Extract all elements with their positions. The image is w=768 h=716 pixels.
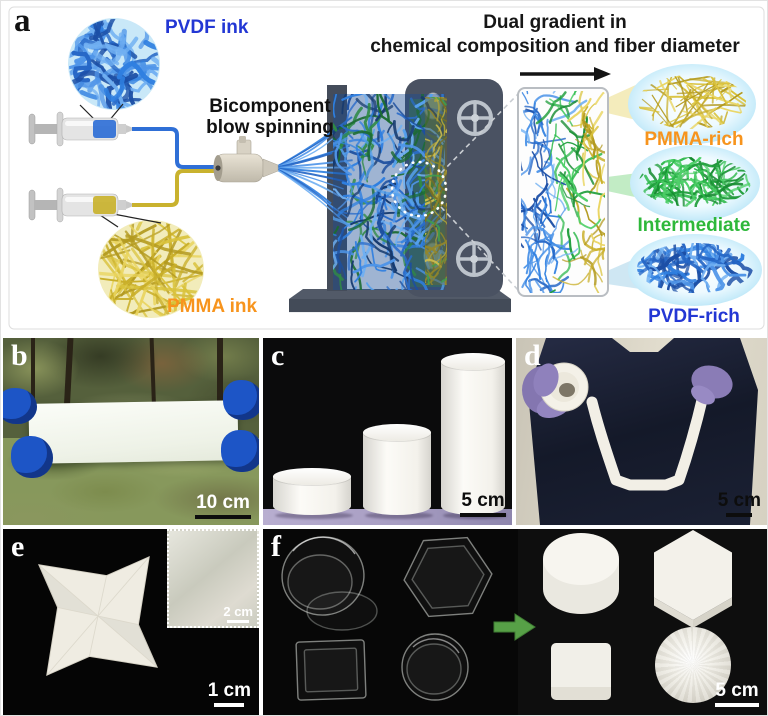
pvdf-tube xyxy=(132,127,217,169)
pvdf-ink-circle xyxy=(68,18,160,110)
panel-f-scalebar: 5 cm xyxy=(715,681,759,707)
title-line-2: chemical composition and fiber diameter xyxy=(370,36,740,57)
zoom-links xyxy=(390,92,520,292)
process-label: Bicomponent blow spinning xyxy=(185,96,355,138)
molding-arrow xyxy=(493,613,536,641)
blue-glove xyxy=(11,436,53,478)
panel-c-photo: c 5 cm xyxy=(263,338,512,525)
gradient-inset-box xyxy=(517,87,609,297)
scale-text: 5 cm xyxy=(461,490,505,511)
spinning-nozzle xyxy=(213,136,279,183)
panel-f-photo: f 5 cm xyxy=(263,529,767,715)
scale-text: 5 cm xyxy=(715,680,759,701)
gradient-direction-arrow xyxy=(520,67,611,81)
panel-d-photo: d 5 cm xyxy=(516,338,767,525)
white-square-edge xyxy=(551,687,611,700)
fiber-cylinder-medium xyxy=(363,424,431,515)
inset-scalebar: 2 cm xyxy=(223,605,253,623)
round-mold-tilted xyxy=(281,536,378,631)
fiber-mat xyxy=(333,94,447,290)
layer-label-pvdf-rich: PVDF-rich xyxy=(648,306,740,327)
tree-trunk xyxy=(31,338,35,408)
process-line-1: Bicomponent xyxy=(209,96,331,117)
cylinder-shadow xyxy=(275,512,353,519)
origami-pinwheel xyxy=(37,555,159,677)
scale-text: 5 cm xyxy=(717,490,761,511)
process-line-2: blow spinning xyxy=(206,117,334,138)
panel-a-illustration xyxy=(8,6,765,330)
panel-d-label: d xyxy=(524,339,541,372)
panel-a-label: a xyxy=(14,3,31,39)
pvdf-ink-label: PVDF ink xyxy=(165,17,249,38)
scale-bar xyxy=(715,703,759,707)
pmma-tube xyxy=(132,169,217,207)
scale-bar xyxy=(726,513,753,517)
panel-d-scalebar: 5 cm xyxy=(718,491,761,517)
white-cylinder xyxy=(543,533,619,614)
layer-label-intermediate: Intermediate xyxy=(637,215,751,236)
scale-bar xyxy=(460,513,506,517)
right-glove xyxy=(691,365,733,405)
membrane-strip xyxy=(586,390,709,491)
scale-text: 2 cm xyxy=(223,604,253,619)
intermediate-ellipse xyxy=(630,145,760,221)
round-dish-mold xyxy=(401,633,469,701)
panel-b-photo: b 10 cm xyxy=(3,338,259,525)
pvdf-syringe xyxy=(28,111,133,147)
panel-f-label: f xyxy=(271,530,281,563)
tree-trunk xyxy=(217,338,223,426)
unfolded-membrane-inset: 2 cm xyxy=(167,529,259,628)
collector-wheels xyxy=(456,100,493,277)
nanofiber-sheet xyxy=(28,400,239,464)
white-square xyxy=(551,643,611,695)
figure-title: Dual gradient in chemical composition an… xyxy=(347,11,763,59)
pmma-ink-circle xyxy=(98,220,204,318)
transparent-molds xyxy=(281,536,493,701)
panel-e-label: e xyxy=(11,530,25,563)
panel-d-illustration xyxy=(522,362,733,491)
scale-bar xyxy=(227,620,250,623)
blue-glove xyxy=(223,380,259,420)
fiber-cylinder-tall xyxy=(441,353,505,515)
layer-label-pmma-rich: PMMA-rich xyxy=(644,129,744,150)
blue-glove xyxy=(221,430,259,472)
pvdf-rich-ellipse xyxy=(628,234,762,306)
white-hexagon xyxy=(654,530,732,628)
title-line-1: Dual gradient in xyxy=(483,12,627,33)
membrane-roll xyxy=(533,362,589,412)
panel-e-scalebar: 1 cm xyxy=(208,681,251,707)
scale-text: 1 cm xyxy=(207,680,251,701)
white-cone-disc xyxy=(655,627,731,703)
pmma-ink-label: PMMA ink xyxy=(167,296,258,317)
scale-text: 10 cm xyxy=(196,492,250,513)
scale-bar xyxy=(195,515,251,519)
scale-bar xyxy=(214,703,245,707)
blue-glove xyxy=(3,388,37,424)
panel-b-scalebar: 10 cm xyxy=(195,493,251,519)
fiber-cylinder-small xyxy=(273,468,351,515)
panel-a-border xyxy=(8,6,765,330)
cylinder-shadow xyxy=(365,512,433,519)
panel-b-label: b xyxy=(11,339,28,372)
panel-e-photo: 2 cm e 1 cm xyxy=(3,529,259,715)
pmma-syringe xyxy=(28,187,133,223)
panel-c-label: c xyxy=(271,339,285,372)
hexagon-mold xyxy=(403,536,493,618)
white-molded-shapes xyxy=(543,530,732,700)
square-mold xyxy=(295,639,367,701)
panel-c-scalebar: 5 cm xyxy=(460,491,506,517)
